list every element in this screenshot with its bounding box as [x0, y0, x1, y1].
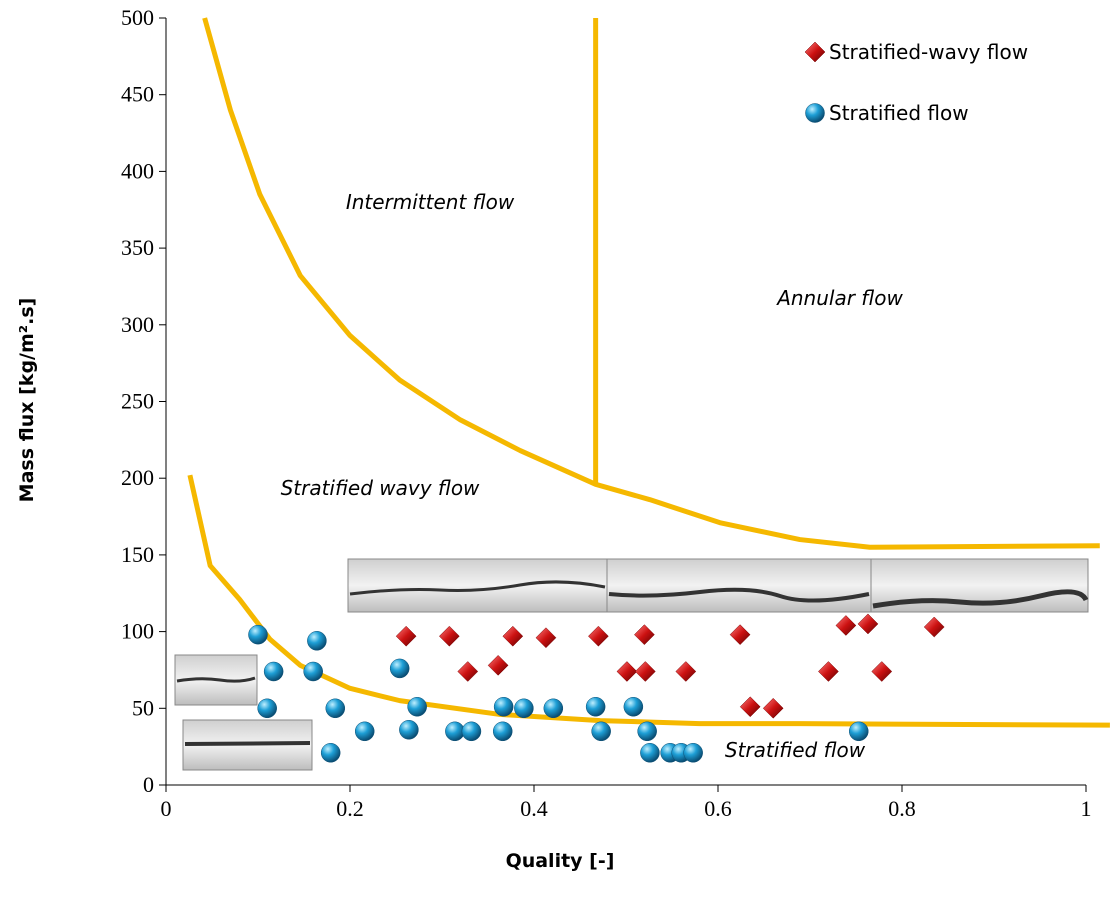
flow-photos: [174, 558, 1089, 771]
circle-marker: [320, 743, 341, 763]
y-tick-label: 400: [121, 158, 154, 183]
region-label: Stratified wavy flow: [281, 476, 480, 500]
circle-marker: [683, 743, 703, 763]
circle-marker: [303, 661, 323, 682]
circle-marker: [248, 624, 268, 645]
diamond-marker: [762, 697, 784, 719]
circle-marker: [389, 658, 410, 679]
boundary-line: [202, 17, 1100, 550]
y-tick-label: 0: [143, 772, 154, 797]
photo-interface: [349, 580, 606, 596]
photo: [347, 558, 608, 613]
y-tick-label: 250: [121, 389, 154, 414]
diamond-marker: [923, 616, 945, 638]
diamond-marker: [439, 625, 460, 647]
diamond-marker: [818, 661, 839, 682]
diamond-marker: [487, 654, 509, 676]
y-tick-label: 200: [121, 465, 154, 490]
y-tick-label: 350: [121, 235, 154, 260]
x-tick-label: 0: [161, 796, 172, 821]
x-tick-label: 0.8: [888, 796, 916, 821]
diamond-marker: [675, 661, 697, 682]
x-tick-label: 0.6: [704, 796, 732, 821]
diamond-marker: [535, 627, 557, 649]
circle-marker: [585, 697, 606, 717]
region-label: Stratified flow: [725, 738, 866, 762]
circle-marker: [492, 721, 513, 742]
diamond-marker: [395, 625, 417, 647]
region-label: Intermittent flow: [346, 190, 515, 214]
x-tick-label: 0.4: [520, 796, 548, 821]
circle-marker: [493, 697, 514, 717]
photo-interface: [184, 741, 311, 746]
y-axis-label: Mass flux [kg/m².s]: [16, 298, 38, 503]
diamond-marker: [857, 613, 879, 635]
y-tick-label: 150: [121, 542, 154, 567]
region-label: Annular flow: [775, 286, 903, 310]
circle-marker: [399, 720, 419, 740]
legend-label: Stratified flow: [829, 101, 969, 125]
legend-marker: [805, 103, 825, 123]
circle-marker: [514, 698, 534, 719]
y-tick-label: 300: [121, 312, 154, 337]
circle-marker: [307, 631, 327, 651]
circle-marker: [640, 743, 660, 763]
circle-marker: [257, 698, 277, 719]
x-tick-label: 1: [1081, 796, 1092, 821]
circle-marker: [354, 721, 375, 742]
circle-marker: [543, 698, 564, 719]
legend-label: Stratified-wavy flow: [829, 40, 1028, 64]
photo-interface: [176, 676, 256, 683]
photo-interface: [872, 589, 1089, 609]
diamond-marker: [739, 696, 761, 718]
diamond-marker: [634, 624, 655, 646]
circle-marker: [637, 721, 657, 742]
diamond-marker: [634, 661, 656, 682]
photo-interface: [608, 587, 870, 603]
diamond-marker: [616, 661, 638, 682]
circle-marker: [623, 697, 644, 717]
x-tick-label: 0.2: [336, 796, 364, 821]
legend-marker: [804, 41, 826, 63]
circle-marker: [461, 721, 482, 742]
diamond-marker: [457, 661, 479, 682]
x-axis-label: Quality [-]: [506, 850, 615, 872]
diamond-marker: [588, 625, 609, 647]
circle-marker: [263, 661, 284, 682]
diamond-marker: [835, 615, 857, 636]
diamond-marker: [729, 624, 751, 646]
circle-marker: [591, 721, 611, 742]
y-tick-label: 500: [121, 5, 154, 30]
y-tick-label: 50: [132, 695, 154, 720]
y-tick-label: 100: [121, 619, 154, 644]
diamond-marker: [871, 661, 893, 682]
circle-marker: [325, 698, 346, 719]
photo: [606, 558, 872, 613]
circle-marker: [407, 697, 427, 717]
circle-marker: [445, 721, 465, 742]
y-tick-label: 450: [121, 82, 154, 107]
boundary-line: [187, 474, 1110, 728]
circle-marker: [849, 721, 869, 742]
diamond-marker: [502, 625, 524, 647]
